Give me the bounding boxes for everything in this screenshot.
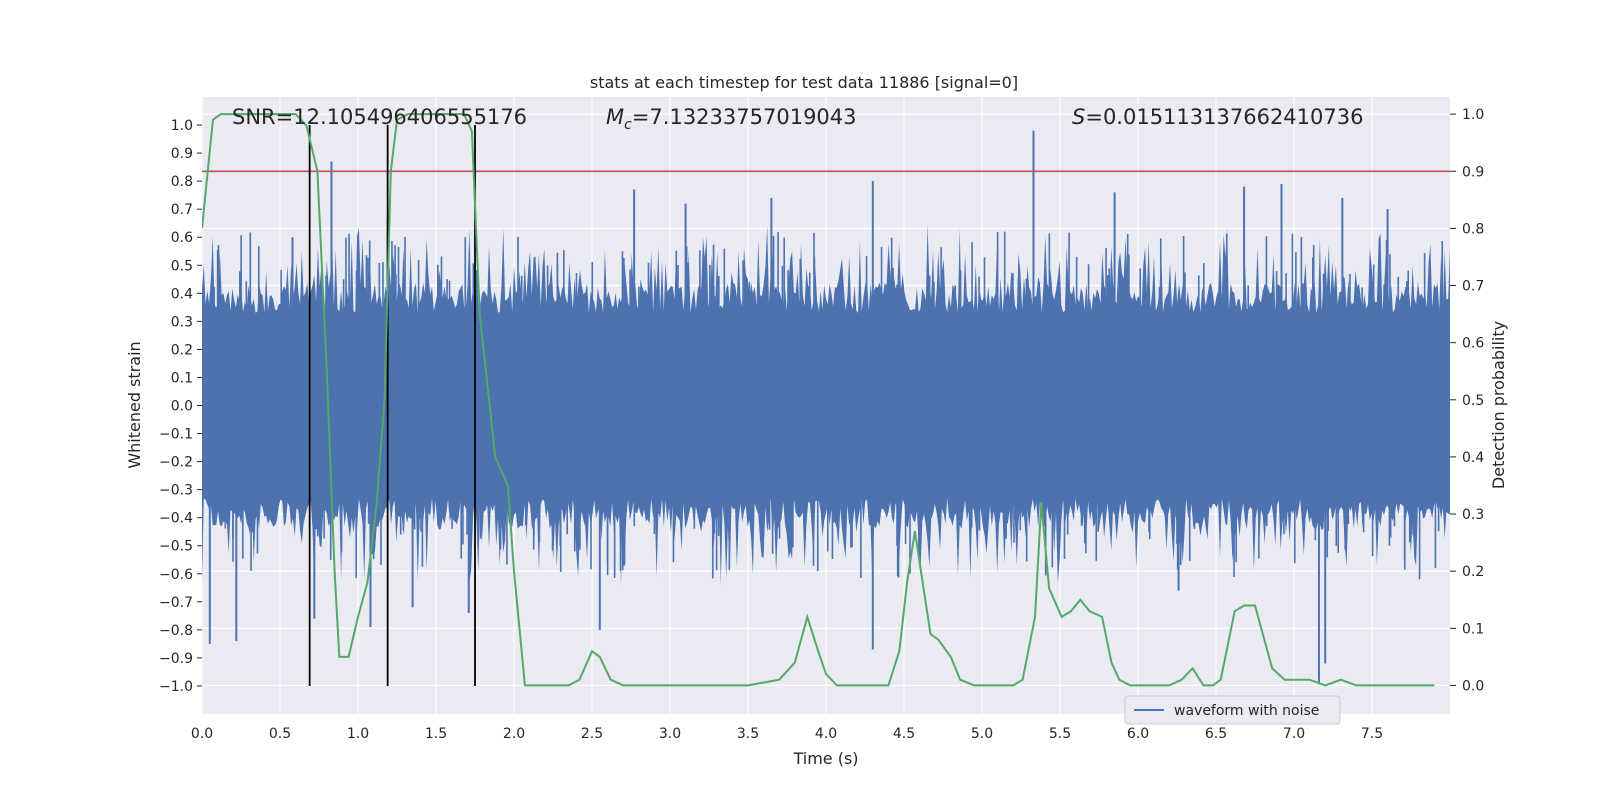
x-tick-label: 7.0	[1283, 726, 1305, 742]
x-tick-label: 4.5	[893, 726, 915, 742]
x-axis-label: Time (s)	[792, 749, 858, 768]
snr-annotation: SNR=12.105496406555176	[232, 105, 527, 129]
right-tick-label: 0.4	[1462, 450, 1484, 466]
right-axis-ticks: 1.0 0.9 0.8 0.7 0.6 0.5 0.4 0.3 0.2 0.1 0.0	[1450, 107, 1484, 694]
x-tick-label: 1.5	[425, 726, 447, 742]
left-tick-label: −0.7	[159, 595, 193, 611]
left-tick-label: −0.9	[159, 651, 193, 667]
x-tick-label: 5.5	[1049, 726, 1071, 742]
left-tick-label: −0.3	[159, 483, 193, 499]
left-tick-label: −0.8	[159, 623, 193, 639]
left-tick-label: 0.8	[171, 174, 193, 190]
left-tick-label: 0.9	[171, 146, 193, 162]
right-tick-label: 0.1	[1462, 621, 1484, 637]
x-tick-label: 7.5	[1361, 726, 1383, 742]
right-tick-label: 1.0	[1462, 107, 1484, 123]
left-tick-label: 0.7	[171, 202, 193, 218]
right-tick-label: 0.6	[1462, 336, 1484, 352]
right-tick-label: 0.3	[1462, 507, 1484, 523]
x-tick-label: 3.0	[659, 726, 681, 742]
chirp-mass-annotation: Mc=7.13233757019043	[606, 105, 857, 133]
x-tick-label: 0.0	[191, 726, 213, 742]
left-tick-label: 0.2	[171, 342, 193, 358]
left-tick-label: −0.5	[159, 539, 193, 555]
x-tick-label: 0.5	[269, 726, 291, 742]
x-tick-label: 5.0	[971, 726, 993, 742]
score-annotation: S=0.015113137662410736	[1072, 105, 1363, 129]
left-tick-label: −0.1	[159, 427, 193, 443]
left-axis-ticks: 1.0 0.9 0.8 0.7 0.6 0.5 0.4 0.3 0.2 0.1 0.0 −0.1 −0.…	[159, 118, 202, 695]
left-tick-label: −0.6	[159, 567, 193, 583]
legend: waveform with noise	[1124, 695, 1341, 725]
left-tick-label: 0.5	[171, 258, 193, 274]
chart-title: stats at each timestep for test data 118…	[590, 73, 1018, 92]
right-tick-label: 0.7	[1462, 279, 1484, 295]
right-tick-label: 0.5	[1462, 393, 1484, 409]
detection-probability-line	[202, 113, 1435, 687]
left-tick-label: 0.4	[171, 286, 193, 302]
left-tick-label: 0.3	[171, 314, 193, 330]
x-axis-ticks: 0.0 0.5 1.0 1.5 2.0 2.5 3.0 3.5 4.0 4.5 5.0 5.5 6.0 6…	[191, 726, 1383, 742]
x-tick-label: 2.0	[503, 726, 525, 742]
right-tick-label: 0.9	[1462, 164, 1484, 180]
x-tick-label: 3.5	[737, 726, 759, 742]
left-tick-label: 0.0	[171, 399, 193, 415]
waveform-spikes	[208, 130, 1446, 684]
x-tick-label: 4.0	[815, 726, 837, 742]
left-tick-label: −0.2	[159, 455, 193, 471]
right-tick-label: 0.8	[1462, 221, 1484, 237]
left-axis-label: Whitened strain	[125, 341, 144, 468]
left-tick-label: 0.6	[171, 230, 193, 246]
left-tick-label: 1.0	[171, 118, 193, 134]
right-axis-label: Detection probability	[1489, 321, 1508, 489]
x-tick-label: 6.5	[1205, 726, 1227, 742]
legend-label: waveform with noise	[1174, 703, 1319, 719]
left-tick-label: −1.0	[159, 679, 193, 695]
x-tick-label: 2.5	[581, 726, 603, 742]
legend-box	[1124, 695, 1341, 725]
left-tick-label: −0.4	[159, 511, 193, 527]
x-tick-label: 1.0	[347, 726, 369, 742]
right-tick-label: 0.2	[1462, 564, 1484, 580]
x-tick-label: 6.0	[1127, 726, 1149, 742]
left-tick-label: 0.1	[171, 370, 193, 386]
waveform-noise-band	[202, 224, 1450, 585]
right-tick-label: 0.0	[1462, 678, 1484, 694]
